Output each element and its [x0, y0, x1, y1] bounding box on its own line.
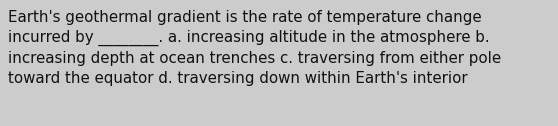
Text: Earth's geothermal gradient is the rate of temperature change
incurred by ______: Earth's geothermal gradient is the rate … [8, 10, 501, 86]
